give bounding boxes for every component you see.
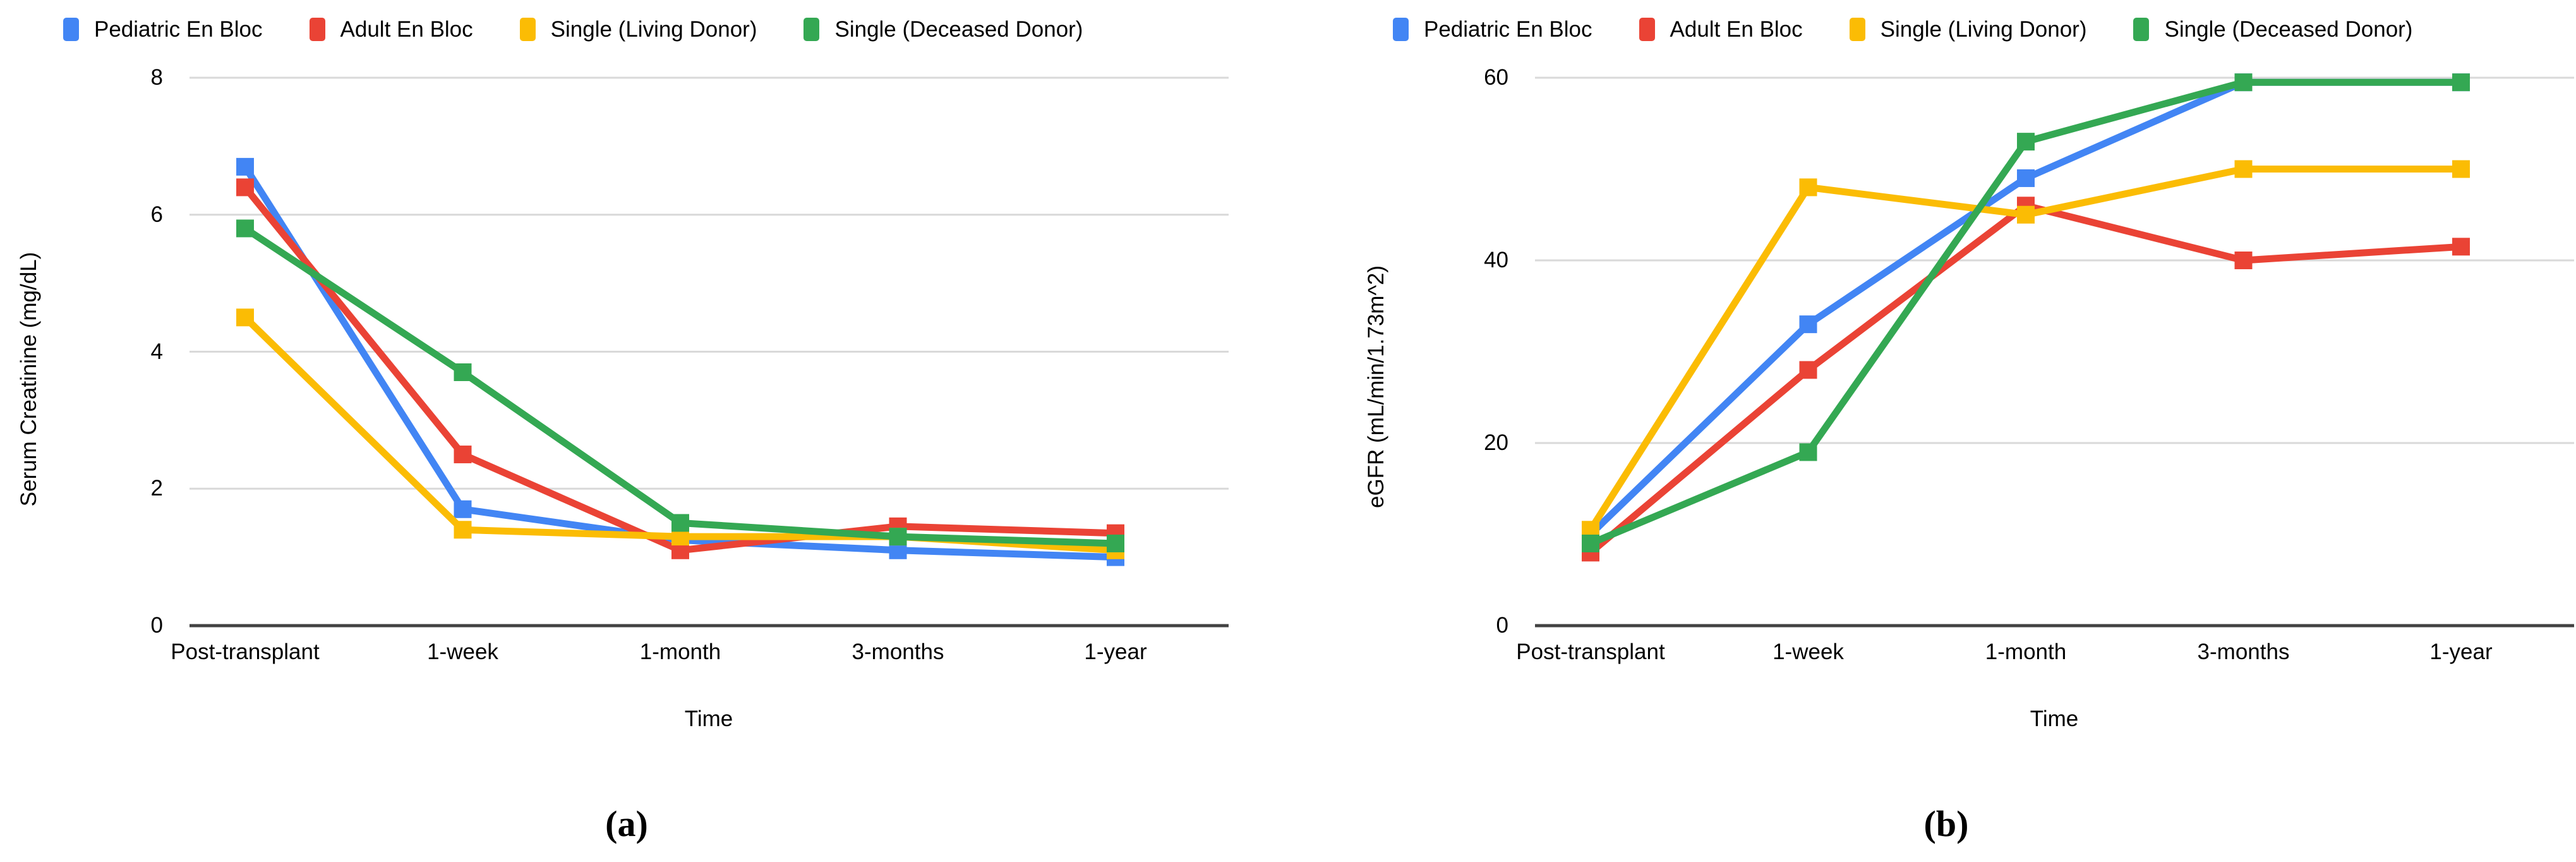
legend-label: Adult En Bloc xyxy=(1670,16,1803,42)
data-point-marker xyxy=(2452,73,2470,92)
legend-swatch-icon xyxy=(1393,17,1409,41)
legend-swatch-icon xyxy=(309,17,325,41)
y-axis-title: eGFR (mL/min/1.73m^2) xyxy=(1364,265,1388,509)
data-point-marker xyxy=(454,446,472,464)
data-point-marker xyxy=(2452,160,2470,178)
x-tick-label: 3-months xyxy=(852,640,944,664)
legend-item: Single (Deceased Donor) xyxy=(2133,16,2413,42)
legend: Pediatric En Bloc Adult En Bloc Single (Li… xyxy=(1288,10,2459,48)
x-tick-label: 1-week xyxy=(427,640,498,664)
legend-label: Adult En Bloc xyxy=(340,16,473,42)
data-point-marker xyxy=(1799,178,1817,197)
legend-item: Single (Deceased Donor) xyxy=(803,16,1083,42)
x-tick-label: Post-transplant xyxy=(171,640,320,664)
series-line xyxy=(243,225,1116,547)
data-point-marker xyxy=(1107,534,1124,552)
y-axis-title: Serum Creatinine (mg/dL) xyxy=(16,252,41,507)
data-point-marker xyxy=(2017,169,2035,187)
data-point-marker xyxy=(1799,315,1817,334)
data-point-marker xyxy=(2234,73,2253,92)
x-tick-label: 1-month xyxy=(639,640,721,664)
data-point-marker xyxy=(2234,160,2253,178)
panel-serum-creatinine: Pediatric En Bloc Adult En Bloc Single (Li… xyxy=(0,10,1229,844)
series-line xyxy=(1588,202,2462,555)
legend-swatch-icon xyxy=(63,17,79,41)
legend-item: Single (Living Donor) xyxy=(519,16,757,42)
y-tick-label: 2 xyxy=(150,476,163,501)
x-axis-title: Time xyxy=(2030,707,2079,731)
data-point-marker xyxy=(454,521,472,539)
legend-swatch-icon xyxy=(1849,17,1865,41)
data-point-marker xyxy=(2017,133,2035,151)
x-tick-label: 1-week xyxy=(1773,640,1844,664)
panel-caption-a: (a) xyxy=(605,803,648,844)
data-point-marker xyxy=(2017,205,2035,224)
legend-label: Single (Deceased Donor) xyxy=(834,16,1083,42)
legend-swatch-icon xyxy=(1639,17,1655,41)
panel-caption-b: (b) xyxy=(1923,803,1969,844)
data-point-marker xyxy=(1799,443,1817,461)
data-point-marker xyxy=(454,363,472,382)
series-line xyxy=(1589,78,2461,547)
legend-swatch-icon xyxy=(803,17,820,41)
data-point-marker xyxy=(454,500,472,518)
series-line xyxy=(242,164,1116,561)
data-point-marker xyxy=(236,219,254,238)
x-tick-label: 1-month xyxy=(1985,640,2067,664)
x-tick-label: 1-year xyxy=(1084,640,1147,664)
legend-label: Single (Living Donor) xyxy=(1880,16,2087,42)
x-axis-title: Time xyxy=(684,707,733,731)
y-tick-label: 0 xyxy=(150,613,163,638)
data-point-marker xyxy=(889,528,907,546)
data-point-marker xyxy=(236,178,254,197)
x-tick-label: 1-year xyxy=(2429,640,2493,664)
data-point-marker xyxy=(236,308,254,327)
data-point-marker xyxy=(236,157,254,176)
data-point-marker xyxy=(1799,361,1817,379)
data-point-marker xyxy=(671,514,689,532)
x-tick-label: 3-months xyxy=(2197,640,2290,664)
legend-label: Pediatric En Bloc xyxy=(1424,16,1592,42)
data-point-marker xyxy=(2452,238,2470,256)
legend: Pediatric En Bloc Adult En Bloc Single (Li… xyxy=(0,10,1129,48)
x-tick-label: Post-transplant xyxy=(1516,640,1665,664)
legend-label: Pediatric En Bloc xyxy=(94,16,263,42)
panel-egfr: Pediatric En Bloc Adult En Bloc Single (Li… xyxy=(1288,0,2576,862)
y-tick-label: 6 xyxy=(150,202,163,227)
y-tick-label: 20 xyxy=(1484,430,1508,455)
legend-swatch-icon xyxy=(519,17,536,41)
egfr-line-chart xyxy=(1535,73,2574,628)
legend-label: Single (Deceased Donor) xyxy=(2164,16,2413,42)
y-tick-label: 40 xyxy=(1484,248,1508,272)
legend-item: Pediatric En Bloc xyxy=(1393,16,1592,42)
serum-creatinine-line-chart xyxy=(190,76,1229,628)
data-point-marker xyxy=(1582,534,1599,552)
legend-item: Single (Living Donor) xyxy=(1849,16,2087,42)
y-tick-label: 0 xyxy=(1496,613,1508,638)
data-point-marker xyxy=(2234,252,2253,269)
legend-label: Single (Living Donor) xyxy=(550,16,757,42)
legend-item: Pediatric En Bloc xyxy=(63,16,263,42)
legend-item: Adult En Bloc xyxy=(1639,16,1803,42)
legend-item: Adult En Bloc xyxy=(309,16,473,42)
y-tick-label: 4 xyxy=(150,339,163,364)
y-tick-label: 8 xyxy=(150,65,163,90)
legend-swatch-icon xyxy=(2133,17,2150,41)
y-tick-label: 60 xyxy=(1484,65,1508,90)
